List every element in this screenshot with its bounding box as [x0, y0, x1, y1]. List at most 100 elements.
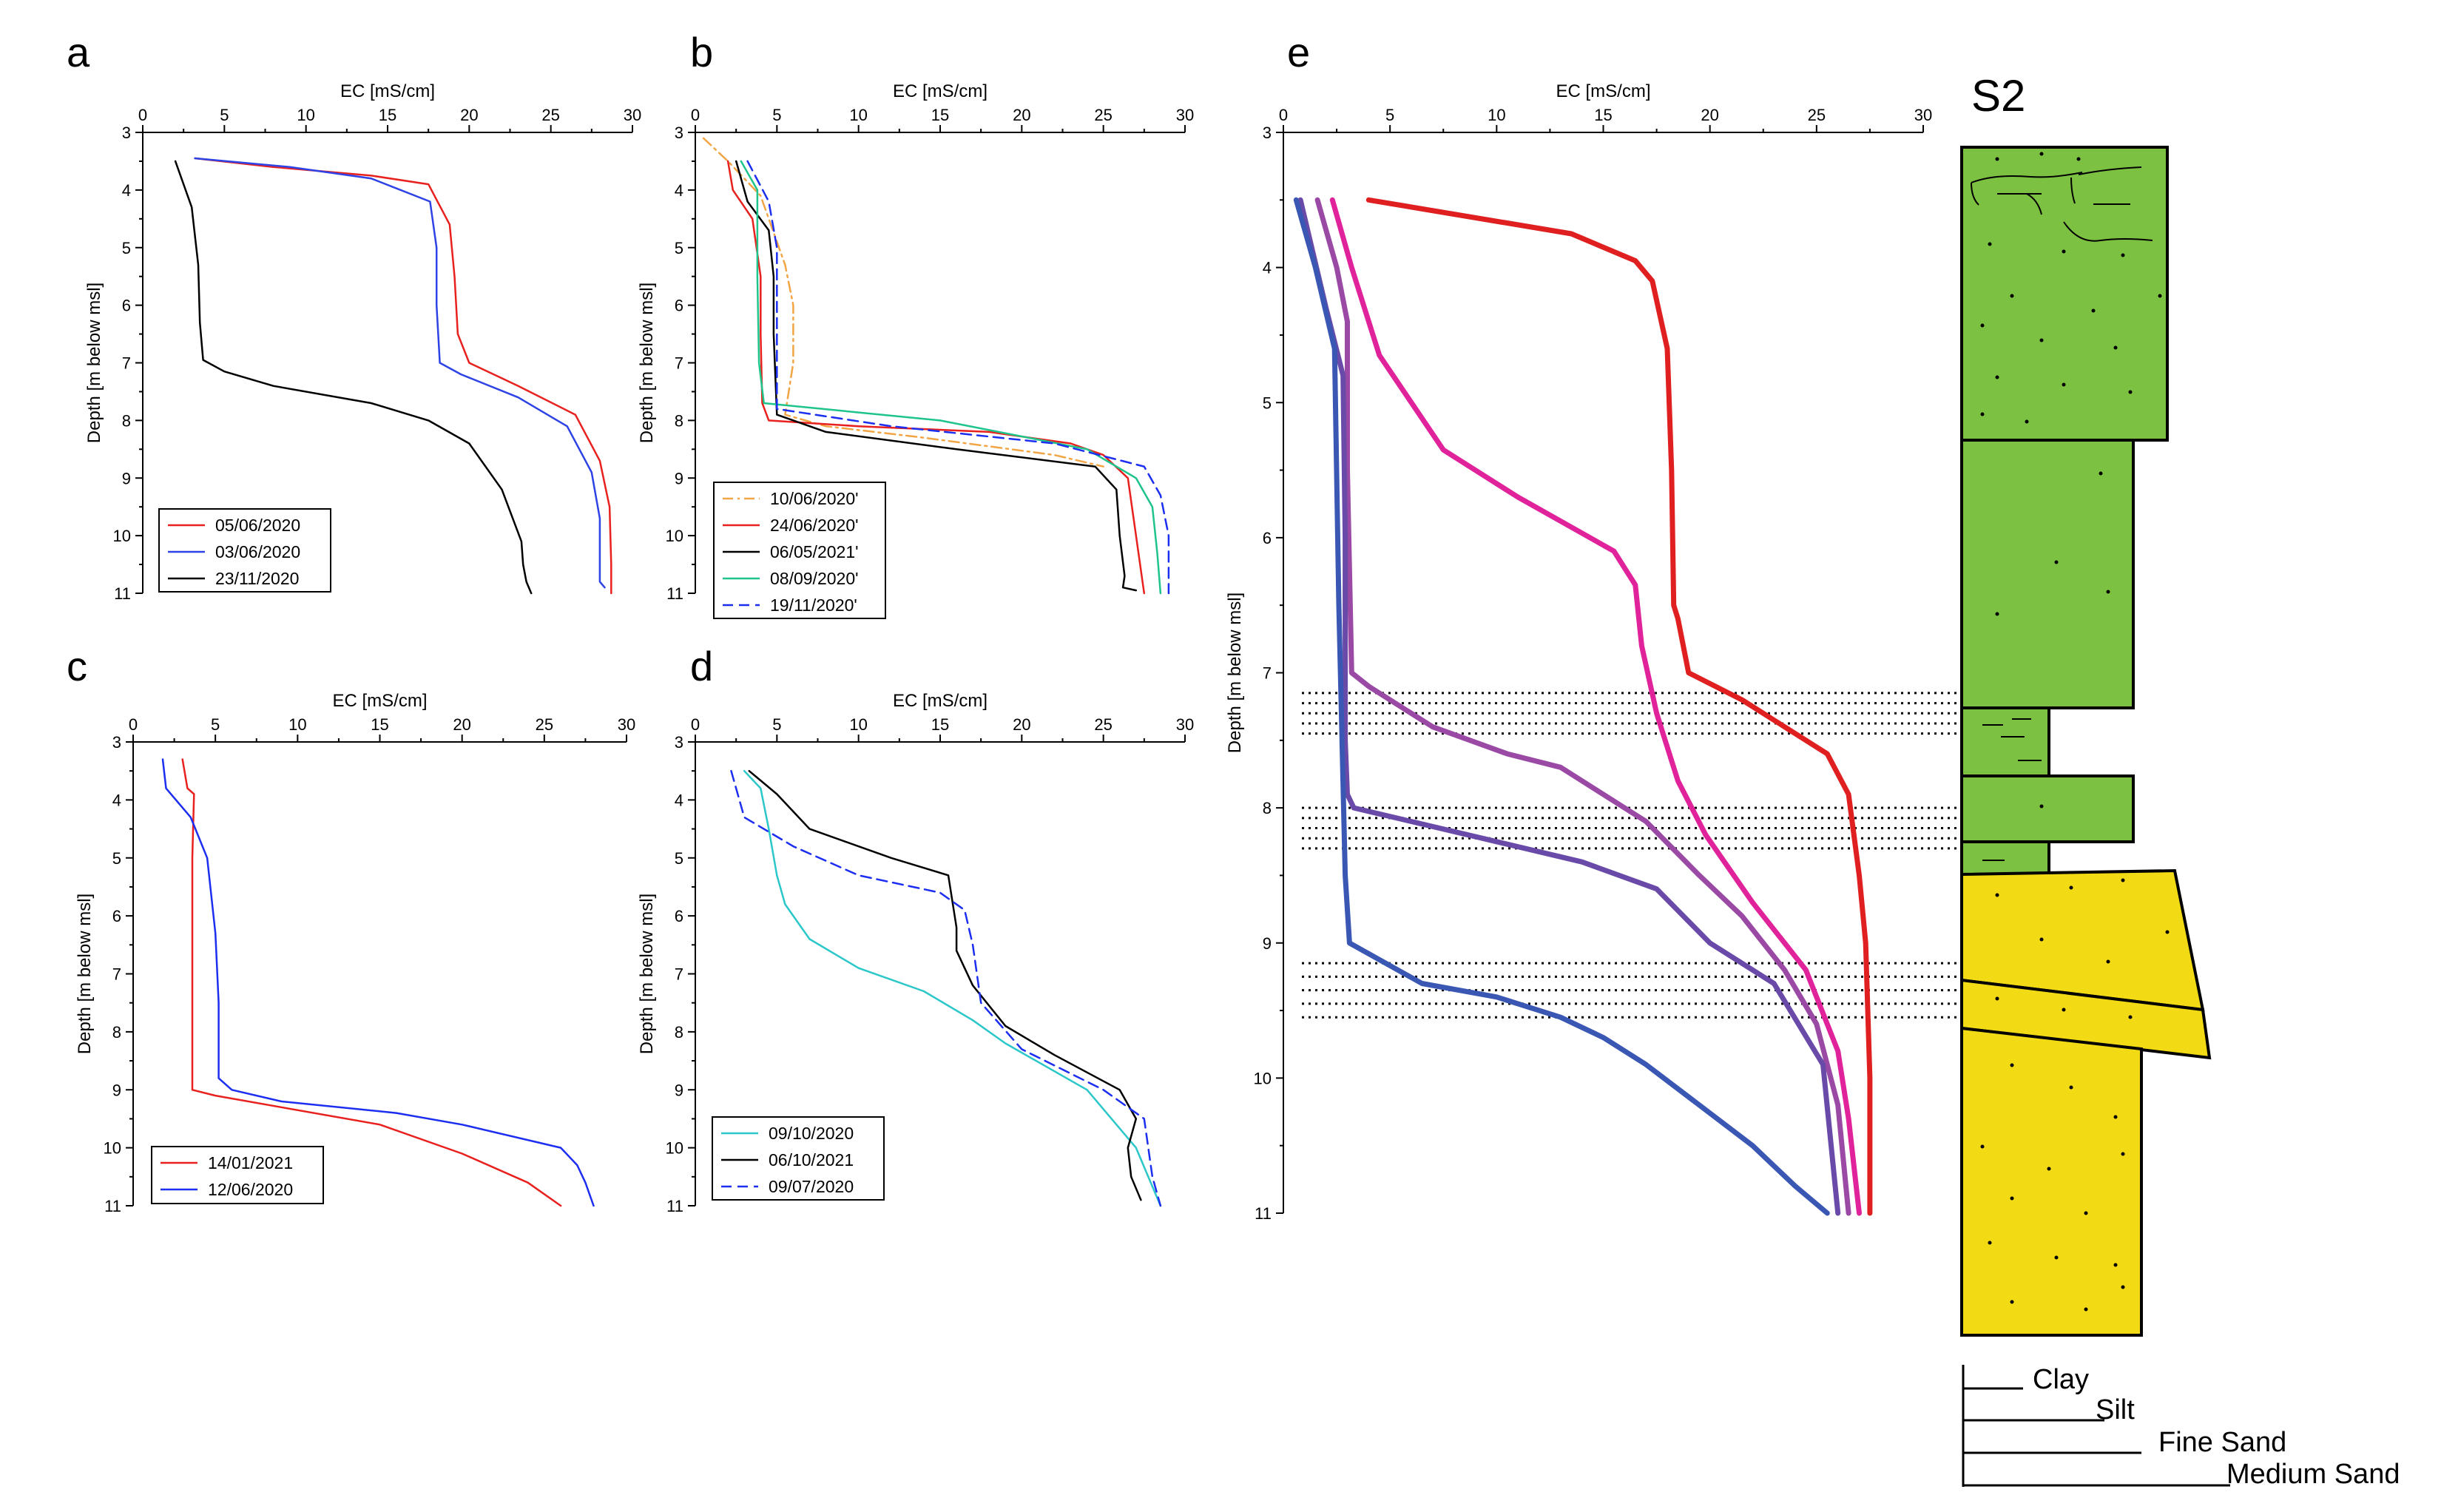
series-line-red: [1365, 197, 1873, 1216]
y-tick-label: 5: [1263, 394, 1272, 412]
y-tick-label: 6: [675, 297, 683, 315]
grain-dot: [2010, 1063, 2014, 1067]
grain-dot: [1995, 375, 1999, 379]
grain-dot: [2113, 345, 2118, 350]
x-tick-label: 10: [1488, 106, 1505, 124]
silt-layer-2: [1960, 439, 2135, 709]
y-tick-label: 7: [122, 354, 131, 373]
x-tick-label: 10: [849, 106, 867, 124]
grain-label-clay: Clay: [2033, 1364, 2089, 1395]
y-tick-label: 10: [104, 1139, 121, 1158]
grain-dot: [2062, 1008, 2066, 1012]
series-line-12062020: [161, 758, 595, 1207]
x-tick-label: 30: [1914, 106, 1932, 124]
series-line-magenta: [1329, 197, 1862, 1216]
y-tick-label: 6: [1263, 529, 1272, 547]
y-tick-label: 5: [112, 849, 121, 868]
y-tick-label: 6: [122, 297, 131, 315]
legend: 14/01/2021 12/06/2020: [151, 1146, 324, 1204]
silt-layer-3: [1960, 774, 2135, 843]
series-line-06052021: [735, 160, 1138, 592]
y-tick-label: 8: [1263, 799, 1272, 817]
panel-letter: b: [690, 29, 713, 75]
x-tick-label: 5: [772, 106, 781, 124]
legend: 09/10/2020 06/10/2021 09/07/2020: [712, 1116, 885, 1201]
x-tick-label: 15: [371, 715, 388, 734]
legend-label: 12/06/2020: [208, 1180, 293, 1199]
series-line-blue: [1293, 197, 1830, 1216]
x-tick-label: 15: [931, 106, 949, 124]
grain-dot: [2010, 1300, 2014, 1304]
grain-dot: [1988, 242, 1992, 246]
x-tick-label: 30: [1176, 715, 1194, 734]
sand-layer-2: [1960, 978, 2212, 1060]
clay-layer-2: [1960, 840, 2050, 876]
series-line-23112020: [174, 160, 533, 595]
y-axis-label: Depth [m below msl]: [637, 283, 657, 443]
y-tick-label: 8: [675, 411, 683, 430]
y-tick-label: 11: [666, 1197, 683, 1215]
grain-dot: [2076, 157, 2081, 161]
grain-dot: [2106, 959, 2110, 964]
legend-label: 09/07/2020: [769, 1177, 854, 1196]
grain-dot: [2128, 390, 2133, 394]
y-tick-label: 9: [1263, 934, 1272, 953]
legend-box: [151, 1146, 324, 1204]
y-tick-label: 8: [112, 1023, 121, 1042]
grain-dot: [2121, 253, 2125, 257]
y-tick-label: 11: [114, 584, 131, 603]
legend-label: 08/09/2020': [770, 569, 859, 588]
series-line-09102020: [743, 769, 1162, 1207]
series-line-14012021: [181, 758, 562, 1207]
y-tick-label: 10: [1254, 1069, 1272, 1087]
grain-dot: [1995, 996, 1999, 1001]
legend-label: 10/06/2020': [770, 489, 859, 508]
x-tick-label: 20: [1013, 715, 1030, 734]
grain-dot: [2025, 419, 2029, 424]
y-tick-label: 10: [666, 1139, 683, 1158]
grain-dot: [1995, 893, 1999, 897]
y-tick-label: 6: [675, 907, 683, 925]
legend-label: 19/11/2020': [770, 595, 857, 615]
y-tick-label: 7: [1263, 664, 1272, 683]
x-tick-label: 5: [220, 106, 229, 124]
sand-layer-3: [1960, 1026, 2143, 1337]
x-tick-label: 0: [1279, 106, 1288, 124]
grain-dot: [2039, 937, 2044, 942]
grain-dot: [2121, 878, 2125, 882]
y-axis-label: Depth [m below msl]: [637, 894, 657, 1054]
grain-dots: [1980, 152, 2170, 1312]
grain-dot: [1988, 1241, 1992, 1245]
grain-dot: [2062, 249, 2066, 254]
series-line-05062020: [194, 157, 612, 595]
x-tick-label: 15: [379, 106, 396, 124]
series-line-purple: [1314, 197, 1851, 1216]
y-tick-label: 5: [122, 239, 131, 257]
panel-c: c 0 5 10 15 20 25 30 3 4 5 6 7 8 9 10 11 EC [mS/cm] Depth …: [67, 643, 635, 1215]
grain-dot: [2054, 560, 2059, 564]
x-tick-label: 5: [211, 715, 220, 734]
grain-dot: [2039, 338, 2044, 342]
grain-dot: [2128, 1015, 2133, 1019]
grain-dot: [2121, 1152, 2125, 1156]
series-line-03062020: [194, 157, 606, 589]
grain-dot: [2047, 1167, 2051, 1171]
grain-label-medium-sand: Medium Sand: [2226, 1459, 2400, 1490]
y-axis-label: Depth [m below msl]: [75, 894, 95, 1054]
grain-dot: [2010, 1196, 2014, 1201]
grain-dot: [1980, 412, 1985, 416]
y-tick-label: 4: [122, 181, 131, 200]
strat-title: S2: [1971, 71, 2025, 121]
y-tick-label: 5: [675, 239, 683, 257]
y-tick-label: 4: [675, 181, 683, 200]
legend-label: 06/05/2021': [770, 542, 859, 561]
y-axis-label: Depth [m below msl]: [1225, 593, 1245, 753]
y-axis-label: Depth [m below msl]: [84, 283, 104, 443]
grain-dot: [2165, 930, 2170, 934]
grain-dot: [2099, 471, 2103, 476]
panel-e: e 0 5 10 15 20 25 30 3 4 5 6 7 8 9 10 11 EC [mS/cm] Depth …: [1225, 29, 1968, 1223]
series-line-indigo: [1297, 197, 1841, 1216]
legend-label: 24/06/2020': [770, 516, 859, 535]
grain-dot: [2084, 1307, 2088, 1312]
